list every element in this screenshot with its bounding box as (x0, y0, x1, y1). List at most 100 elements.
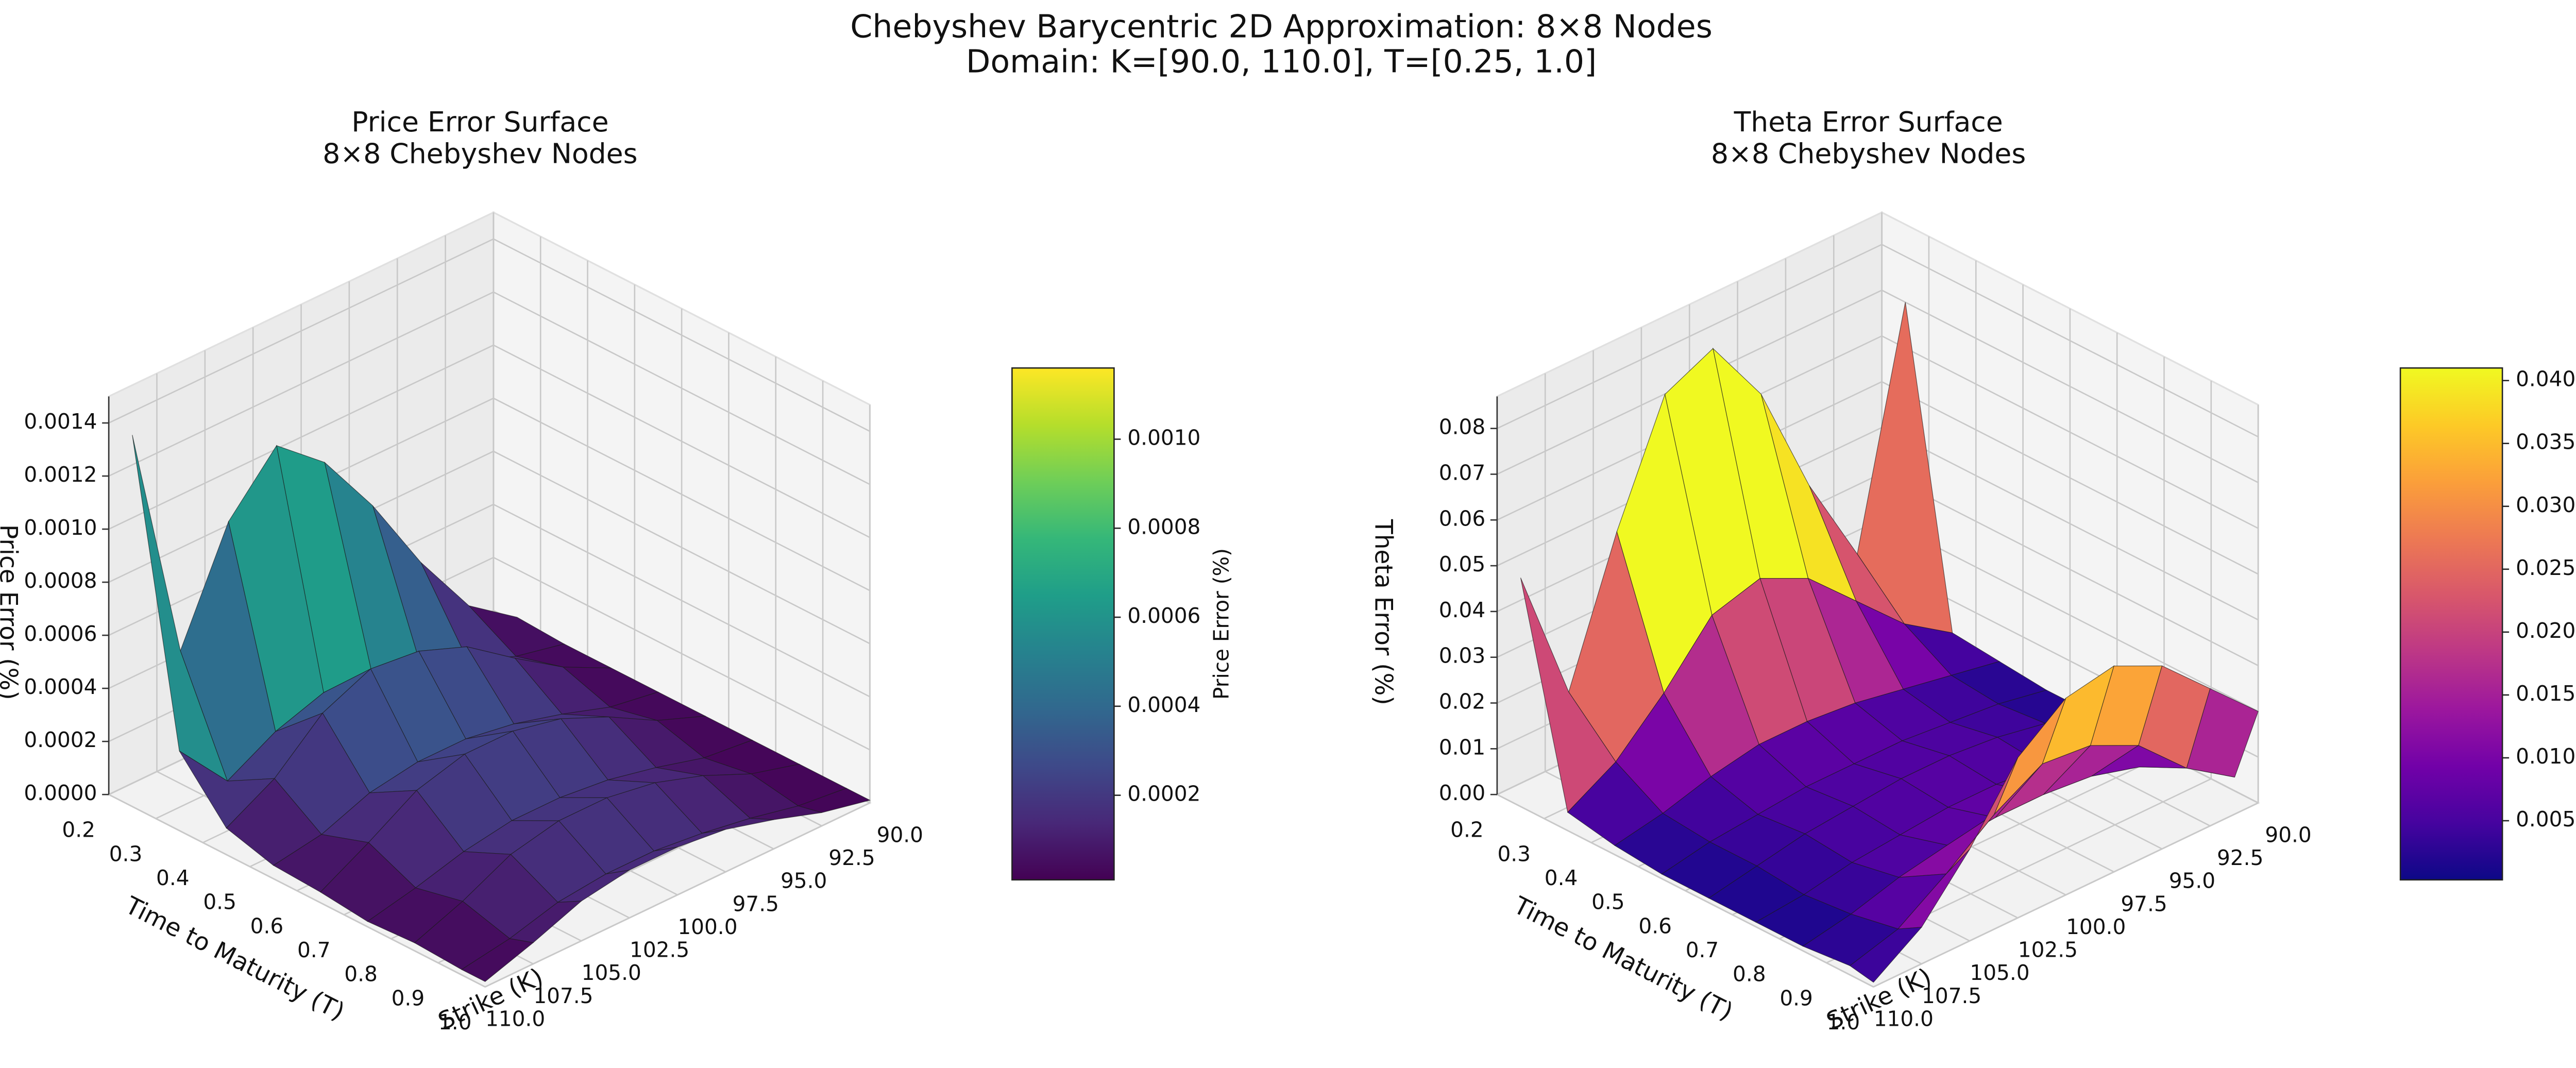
y-tick-label: 1.0 (438, 1010, 472, 1035)
z-tick-label: 0.0014 (24, 409, 97, 434)
y-tick-label: 0.3 (1497, 841, 1531, 866)
colorbar (2399, 367, 2503, 881)
grid-line (493, 238, 870, 432)
colorbar-tick-label: 0.0002 (1127, 782, 1200, 806)
panel-title: Theta Error Surface (1734, 106, 2003, 138)
grid-line (1882, 244, 2259, 438)
colorbar-tick-label: 0.005 (2516, 807, 2575, 832)
z-axis-label: Theta Error (%) (1369, 519, 1397, 705)
z-tick-label: 0.03 (1439, 643, 1485, 668)
colorbar-tick-label: 0.035 (2516, 430, 2575, 454)
grid-line (1882, 290, 2259, 483)
colorbar (1011, 367, 1115, 881)
z-tick-label: 0.0006 (24, 621, 97, 646)
grid-line (1882, 427, 2259, 621)
z-tick-label: 0.05 (1439, 552, 1485, 577)
y-tick-label: 0.7 (1686, 938, 1719, 962)
grid-line (108, 344, 494, 530)
colorbar-tick-label: 0.0010 (1127, 425, 1200, 450)
y-tick-label: 0.8 (1733, 962, 1766, 987)
y-tick-label: 0.9 (1780, 986, 1813, 1010)
z-tick-label: 0.06 (1439, 506, 1485, 531)
colorbar-tick-label: 0.020 (2516, 618, 2575, 643)
grid-line (108, 238, 494, 424)
x-tick-label: 107.5 (533, 984, 593, 1008)
figure-title: Chebyshev Barycentric 2D Approximation: … (850, 8, 1713, 45)
grid-line (493, 503, 870, 698)
z-tick-label: 0.08 (1439, 415, 1485, 439)
grid-line (493, 450, 870, 645)
x-tick-label: 100.0 (677, 914, 737, 939)
y-tick-label: 0.6 (250, 913, 284, 938)
panel-title: 8×8 Chebyshev Nodes (323, 138, 637, 170)
x-tick-label: 102.5 (2018, 938, 2078, 962)
y-tick-label: 0.5 (203, 890, 236, 914)
colorbar-tick-label: 0.0004 (1127, 692, 1200, 717)
x-tick-label: 107.5 (1922, 984, 1981, 1008)
grid-line (1882, 335, 2259, 529)
grid-line (493, 397, 870, 591)
grid-line (1882, 472, 2259, 667)
x-tick-label: 97.5 (2121, 891, 2167, 916)
grid-line (493, 344, 870, 538)
x-tick-label: 100.0 (2066, 914, 2126, 939)
colorbar-tick-label: 0.030 (2516, 493, 2575, 517)
x-tick-label: 110.0 (1874, 1006, 1934, 1031)
y-tick-label: 0.9 (392, 986, 425, 1010)
colorbar-tick-label: 0.015 (2516, 681, 2575, 706)
x-tick-label: 95.0 (781, 869, 827, 893)
colorbar-label: Price Error (%) (1209, 548, 1233, 700)
panel-title: 8×8 Chebyshev Nodes (1711, 138, 2026, 170)
z-tick-label: 0.0010 (24, 515, 97, 540)
x-tick-label: 90.0 (877, 822, 923, 847)
y-tick-label: 0.5 (1591, 890, 1625, 914)
grid-line (1882, 518, 2259, 712)
z-tick-label: 0.07 (1439, 460, 1485, 485)
colorbar-tick-label: 0.0008 (1127, 514, 1200, 539)
grid-line (485, 802, 870, 988)
panel-title: Price Error Surface (351, 106, 608, 138)
y-tick-label: 0.3 (109, 841, 143, 866)
y-tick-label: 0.4 (156, 866, 190, 890)
grid-line (1497, 244, 1883, 429)
grid-line (493, 556, 870, 751)
colorbar-tick-label: 0.025 (2516, 555, 2575, 580)
z-tick-label: 0.0002 (24, 727, 97, 752)
x-tick-label: 105.0 (582, 960, 641, 985)
x-tick-label: 102.5 (630, 938, 689, 962)
y-tick-label: 0.2 (1450, 818, 1484, 842)
z-tick-label: 0.0000 (24, 781, 97, 805)
x-tick-label: 92.5 (2217, 845, 2263, 870)
x-tick-label: 105.0 (1970, 960, 2029, 985)
colorbar-tick-label: 0.040 (2516, 367, 2575, 392)
z-tick-label: 0.0004 (24, 674, 97, 699)
x-tick-label: 97.5 (733, 891, 779, 916)
y-tick-label: 0.2 (62, 818, 95, 842)
z-tick-label: 0.00 (1439, 781, 1485, 805)
z-tick-label: 0.02 (1439, 689, 1485, 714)
x-tick-label: 95.0 (2169, 869, 2215, 893)
grid-line (108, 291, 494, 477)
z-tick-label: 0.04 (1439, 598, 1485, 622)
figure-subtitle: Domain: K=[90.0, 110.0], T=[0.25, 1.0] (966, 43, 1597, 80)
z-tick-label: 0.0012 (24, 462, 97, 487)
surface-patch (461, 938, 534, 982)
colorbar-tick-label: 0.010 (2516, 744, 2575, 769)
x-tick-label: 92.5 (828, 845, 875, 870)
z-tick-label: 0.0008 (24, 568, 97, 593)
y-tick-label: 0.8 (344, 962, 378, 987)
surface-patch (1849, 927, 1923, 983)
x-tick-label: 90.0 (2265, 822, 2311, 847)
x-tick-label: 110.0 (485, 1006, 545, 1031)
grid-line (1882, 381, 2259, 575)
grid-line (493, 291, 870, 485)
y-tick-label: 0.7 (297, 938, 331, 962)
colorbar-tick-label: 0.0006 (1127, 603, 1200, 628)
y-tick-label: 0.4 (1545, 866, 1578, 890)
grid-line (1873, 802, 2259, 988)
z-axis-label: Price Error (%) (0, 524, 23, 700)
z-tick-label: 0.01 (1439, 735, 1485, 759)
y-tick-label: 1.0 (1827, 1010, 1860, 1035)
